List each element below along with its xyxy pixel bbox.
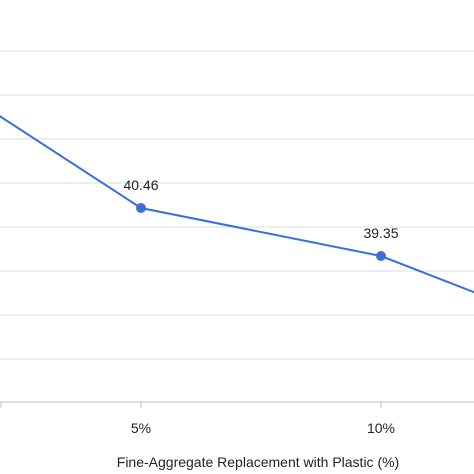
data-label: 39.35	[363, 225, 398, 241]
data-point	[136, 203, 146, 213]
data-point	[376, 251, 386, 261]
series-line	[0, 115, 474, 294]
x-tick-label: 10%	[367, 420, 395, 436]
x-axis-ticks: 5% 10%	[0, 402, 395, 436]
x-axis-title: Fine-Aggregate Replacement with Plastic …	[117, 454, 399, 470]
data-labels: 40.46 39.35	[123, 177, 398, 241]
x-tick-label: 5%	[131, 420, 151, 436]
data-points	[136, 203, 386, 261]
data-label: 40.46	[123, 177, 158, 193]
gridlines	[0, 50, 474, 360]
